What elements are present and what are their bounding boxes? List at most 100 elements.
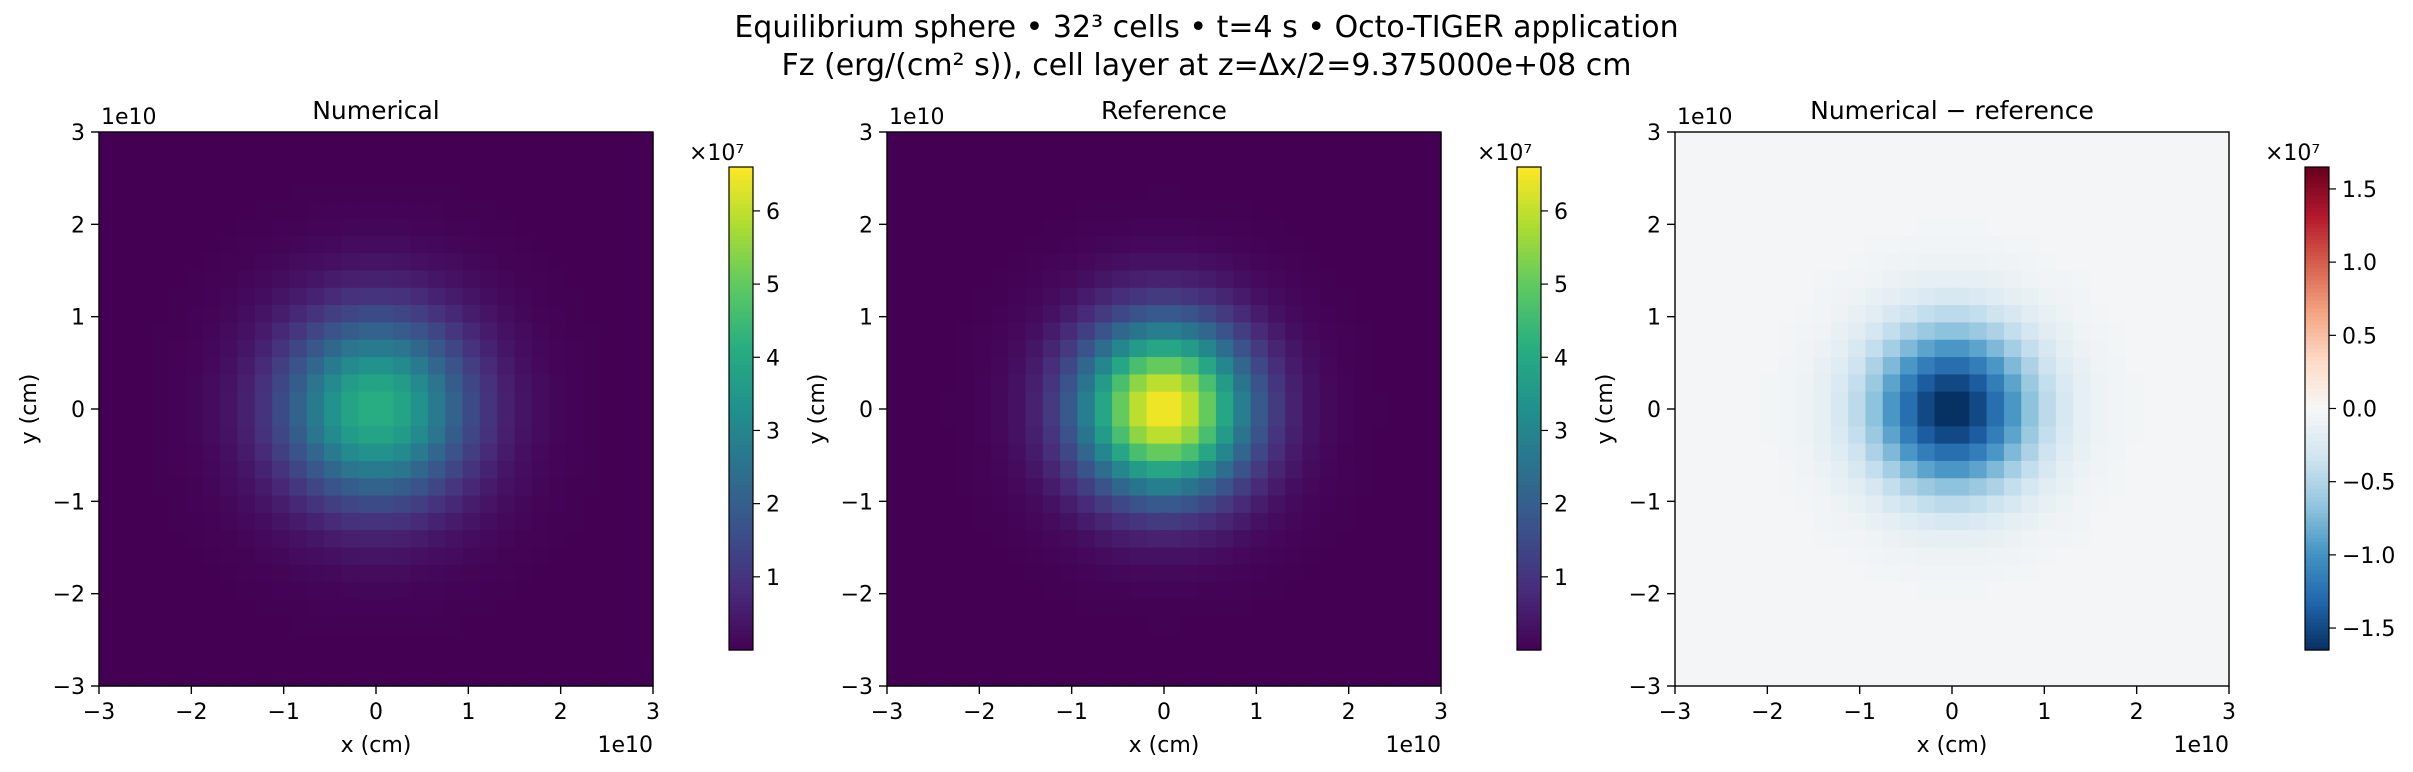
colorbar-segment <box>1517 392 1541 398</box>
heatmap-cell <box>341 530 360 549</box>
heatmap-cell <box>1371 339 1390 358</box>
colorbar-segment <box>1517 323 1541 329</box>
heatmap-cell <box>341 634 360 652</box>
heatmap-cell <box>1389 495 1407 514</box>
heatmap-cell <box>1146 564 1165 583</box>
colorbar-segment <box>1517 167 1541 172</box>
heatmap-cell <box>376 183 394 202</box>
colorbar-segment <box>1517 287 1541 293</box>
heatmap-cell <box>2003 149 2022 168</box>
heatmap-cell <box>990 391 1009 410</box>
heatmap-cell <box>1969 270 1988 289</box>
colorbar-tick-label: 3 <box>1554 419 1568 444</box>
heatmap-cell <box>1761 235 1780 254</box>
y-tick-label: −2 <box>1629 583 1661 608</box>
heatmap-cell <box>1900 564 1918 583</box>
heatmap-cell <box>306 668 325 687</box>
heatmap-cell <box>1830 166 1849 185</box>
heatmap-cell <box>1146 616 1165 635</box>
heatmap-cell <box>1778 218 1797 237</box>
heatmap-cell <box>1406 305 1425 324</box>
heatmap-cell <box>1389 270 1407 289</box>
heatmap-cell <box>1025 668 1044 687</box>
heatmap-cell <box>938 443 957 462</box>
heatmap-cell <box>445 651 464 670</box>
heatmap-cell <box>237 460 256 479</box>
colorbar-segment <box>2305 348 2329 353</box>
heatmap-cell <box>202 634 221 652</box>
colorbar-segment <box>2305 171 2329 176</box>
colorbar-segment <box>729 271 753 277</box>
heatmap-cell <box>1025 634 1044 652</box>
heatmap-cell <box>904 253 923 272</box>
heatmap-cell <box>1250 530 1269 549</box>
heatmap-cell <box>2021 287 2040 306</box>
heatmap-cell <box>1146 166 1165 185</box>
heatmap-cell <box>1233 305 1252 324</box>
heatmap-cell <box>358 530 377 549</box>
heatmap-cell <box>1077 132 1096 150</box>
heatmap-cell <box>133 616 152 635</box>
heatmap-cell <box>2125 132 2144 150</box>
colorbar-tick-label: 1.5 <box>2342 178 2377 203</box>
heatmap-cell <box>1709 409 1728 427</box>
heatmap-cell <box>2194 391 2213 410</box>
heatmap-cell <box>2194 235 2213 254</box>
heatmap-cell <box>1146 253 1165 272</box>
heatmap-cell <box>1917 460 1936 479</box>
heatmap-cell <box>1778 287 1797 306</box>
heatmap-cell <box>635 547 654 566</box>
heatmap-cell <box>635 530 654 549</box>
heatmap-cell <box>583 374 602 393</box>
colorbar-segment <box>1517 497 1541 502</box>
heatmap-cell <box>2177 530 2195 549</box>
heatmap-cell <box>1371 270 1390 289</box>
heatmap-cell <box>237 270 256 289</box>
heatmap-cell <box>427 651 446 670</box>
heatmap-cell <box>1354 599 1373 618</box>
heatmap-cell <box>1198 149 1217 168</box>
heatmap-cell <box>1371 547 1390 566</box>
heatmap-cell <box>921 391 940 410</box>
heatmap-cell <box>2090 357 2109 375</box>
heatmap-cell <box>1969 235 1988 254</box>
heatmap-cell <box>887 218 905 237</box>
heatmap-cell <box>2038 253 2057 272</box>
colorbar-segment <box>2305 211 2329 216</box>
heatmap-cell <box>324 391 342 410</box>
heatmap-cell <box>2021 235 2040 254</box>
heatmap-cell <box>202 218 221 237</box>
x-tick-label: −1 <box>1055 700 1087 725</box>
heatmap-cell <box>462 357 481 375</box>
colorbar-segment <box>729 179 753 184</box>
heatmap-cell <box>324 582 342 601</box>
heatmap-cell <box>427 253 446 272</box>
heatmap-cell <box>1302 218 1321 237</box>
heatmap-cell <box>1848 478 1867 497</box>
heatmap-cell <box>566 651 585 670</box>
heatmap-cell <box>116 339 135 358</box>
colorbar-segment <box>2305 513 2329 518</box>
y-axis-offset-label: 1e10 <box>1677 105 1733 130</box>
heatmap-cell <box>1917 305 1936 324</box>
heatmap-cell <box>2038 149 2057 168</box>
heatmap-cell <box>2055 512 2074 531</box>
heatmap-cell <box>1354 668 1373 687</box>
colorbar-segment <box>1517 448 1541 454</box>
heatmap-cell <box>1848 668 1867 687</box>
heatmap-cell <box>2159 512 2178 531</box>
heatmap-cell <box>202 547 221 566</box>
heatmap-cell <box>1215 287 1234 306</box>
heatmap-cell <box>479 616 498 635</box>
heatmap-cell <box>566 305 585 324</box>
heatmap-cell <box>514 512 533 531</box>
heatmap-cell <box>1778 443 1797 462</box>
heatmap-cell <box>583 443 602 462</box>
heatmap-cell <box>1934 201 1953 220</box>
heatmap-cell <box>1778 426 1797 445</box>
heatmap-cell <box>921 478 940 497</box>
heatmap-cell <box>324 530 342 549</box>
heatmap-cell <box>1900 634 1918 652</box>
heatmap-cell <box>116 512 135 531</box>
heatmap-cell <box>1744 564 1763 583</box>
